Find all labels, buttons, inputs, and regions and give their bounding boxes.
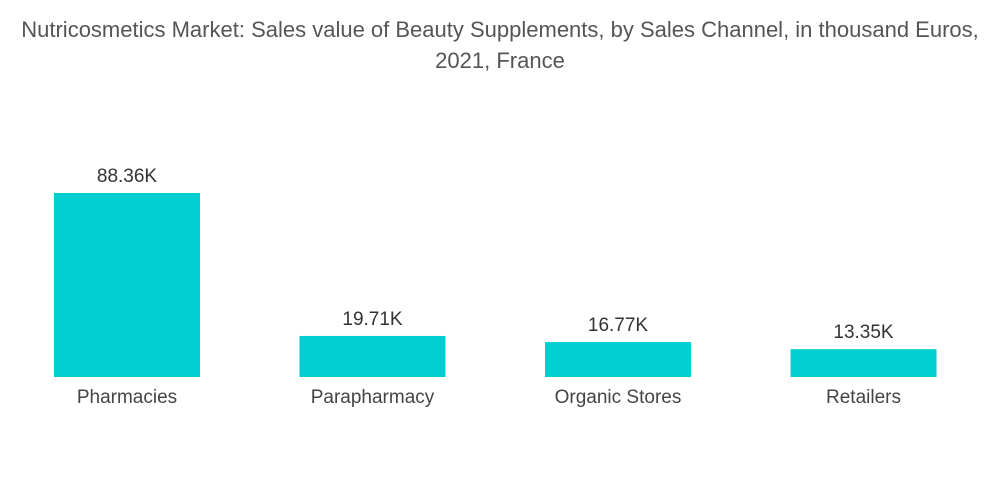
value-label-pharmacies: 88.36K <box>97 166 158 187</box>
bar-parapharmacy <box>299 335 446 377</box>
category-label-pharmacies: Pharmacies <box>77 387 177 408</box>
bar-organic-stores <box>545 342 691 377</box>
bars-layer <box>54 193 937 377</box>
value-label-retailers: 13.35K <box>833 322 894 343</box>
value-label-parapharmacy: 19.71K <box>342 309 403 330</box>
value-label-organic-stores: 16.77K <box>588 315 649 336</box>
category-label-retailers: Retailers <box>826 387 901 408</box>
category-label-parapharmacy: Parapharmacy <box>311 387 435 408</box>
value-labels-layer: 88.36K 19.71K 16.77K 13.35K <box>97 166 894 343</box>
category-label-organic-stores: Organic Stores <box>555 387 682 408</box>
category-labels-layer: Pharmacies Parapharmacy Organic Stores Reta… <box>77 387 901 408</box>
chart-title: Nutricosmetics Market: Sales value of Be… <box>21 17 979 73</box>
bar-pharmacies <box>54 193 200 377</box>
bar-retailers <box>790 349 937 377</box>
